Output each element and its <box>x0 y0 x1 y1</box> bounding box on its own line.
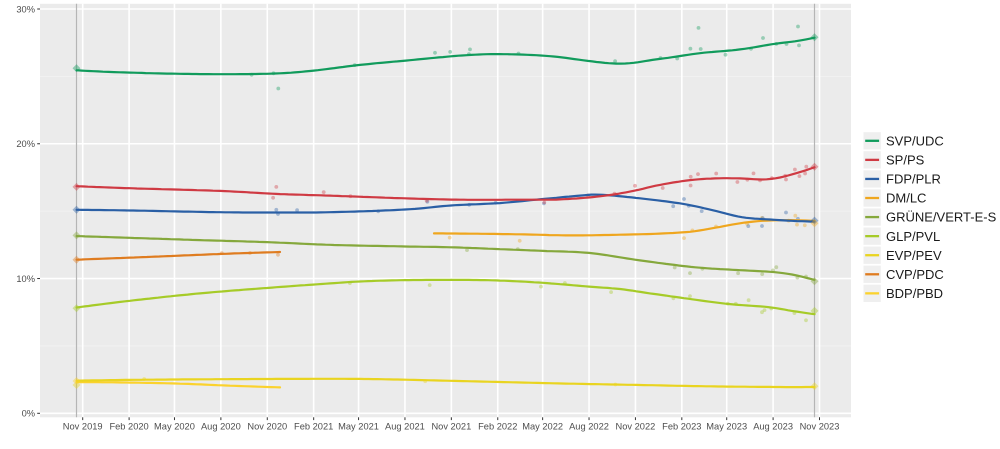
svg-text:Aug 2020: Aug 2020 <box>201 422 241 432</box>
svg-text:Nov 2023: Nov 2023 <box>800 422 840 432</box>
svg-text:May 2023: May 2023 <box>706 422 747 432</box>
svg-text:FDP/PLR: FDP/PLR <box>886 172 941 187</box>
svg-text:10%: 10% <box>16 274 35 284</box>
svg-text:Nov 2021: Nov 2021 <box>431 422 471 432</box>
svg-text:BDP/PBD: BDP/PBD <box>886 286 943 301</box>
svg-text:0%: 0% <box>22 409 35 419</box>
svg-text:GRÜNE/VERT-E-S: GRÜNE/VERT-E-S <box>886 210 997 225</box>
svg-text:DM/LC: DM/LC <box>886 191 926 206</box>
svg-text:Aug 2022: Aug 2022 <box>569 422 609 432</box>
svg-text:Nov 2020: Nov 2020 <box>247 422 287 432</box>
svg-text:Feb 2023: Feb 2023 <box>662 422 701 432</box>
svg-text:Feb 2021: Feb 2021 <box>294 422 333 432</box>
svg-text:30%: 30% <box>16 4 35 14</box>
svg-text:May 2022: May 2022 <box>522 422 563 432</box>
svg-text:May 2021: May 2021 <box>338 422 379 432</box>
svg-text:GLP/PVL: GLP/PVL <box>886 229 940 244</box>
svg-text:Feb 2020: Feb 2020 <box>109 422 148 432</box>
svg-text:May 2020: May 2020 <box>154 422 195 432</box>
svg-text:Aug 2023: Aug 2023 <box>753 422 793 432</box>
svg-text:Feb 2022: Feb 2022 <box>478 422 517 432</box>
svg-text:Nov 2022: Nov 2022 <box>616 422 656 432</box>
svg-text:Nov 2019: Nov 2019 <box>63 422 103 432</box>
svg-text:Aug 2021: Aug 2021 <box>385 422 425 432</box>
svg-text:EVP/PEV: EVP/PEV <box>886 248 942 263</box>
svg-text:20%: 20% <box>16 139 35 149</box>
svg-text:CVP/PDC: CVP/PDC <box>886 267 944 282</box>
svg-text:SVP/UDC: SVP/UDC <box>886 133 944 148</box>
svg-text:SP/PS: SP/PS <box>886 152 925 167</box>
